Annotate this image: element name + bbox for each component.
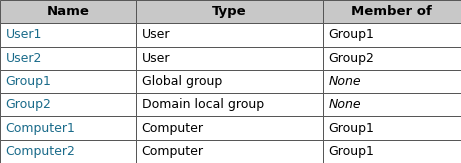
Text: Type: Type (212, 5, 247, 18)
Text: Global group: Global group (142, 75, 222, 88)
Bar (323, 116, 461, 140)
Text: Member of: Member of (351, 5, 432, 18)
Text: None: None (328, 75, 361, 88)
Bar (323, 0, 461, 23)
Bar (0, 0, 136, 23)
Bar (323, 140, 461, 163)
Text: User: User (142, 28, 170, 41)
Bar (0, 47, 136, 70)
Bar (0, 70, 136, 93)
Bar (323, 23, 461, 47)
Text: Group2: Group2 (6, 98, 52, 111)
Text: Domain local group: Domain local group (142, 98, 264, 111)
Text: None: None (328, 98, 361, 111)
Bar (136, 116, 323, 140)
Text: Group2: Group2 (328, 52, 374, 65)
Text: Group1: Group1 (328, 28, 374, 41)
Bar (136, 47, 323, 70)
Text: Name: Name (47, 5, 89, 18)
Text: User1: User1 (6, 28, 42, 41)
Bar (136, 0, 323, 23)
Text: User2: User2 (6, 52, 42, 65)
Bar (0, 23, 136, 47)
Bar (136, 23, 323, 47)
Bar (0, 116, 136, 140)
Text: Computer2: Computer2 (6, 145, 76, 158)
Text: Computer: Computer (142, 122, 203, 135)
Text: Computer1: Computer1 (6, 122, 76, 135)
Bar (136, 140, 323, 163)
Bar (0, 93, 136, 116)
Text: Group1: Group1 (328, 145, 374, 158)
Bar (323, 47, 461, 70)
Bar (323, 70, 461, 93)
Text: User: User (142, 52, 170, 65)
Bar (136, 93, 323, 116)
Bar (323, 93, 461, 116)
Bar (136, 70, 323, 93)
Text: Group1: Group1 (328, 122, 374, 135)
Text: Computer: Computer (142, 145, 203, 158)
Bar (0, 140, 136, 163)
Text: Group1: Group1 (6, 75, 52, 88)
